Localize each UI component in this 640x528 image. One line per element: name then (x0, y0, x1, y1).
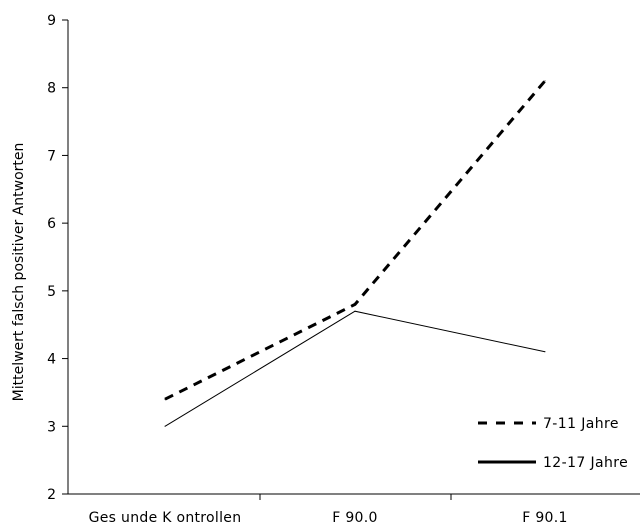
series-layer (164, 79, 547, 427)
y-tick-label: 7 (47, 148, 56, 164)
data-point (544, 80, 546, 82)
legend-label: 12-17 Jahre (543, 455, 628, 471)
series-line-7-11 (164, 79, 547, 401)
y-ticks: 2 3 4 5 6 7 8 9 (47, 13, 68, 503)
data-point (164, 398, 166, 400)
y-tick-label: 5 (47, 284, 56, 300)
series-line-12-17 (164, 310, 546, 427)
data-point (354, 303, 356, 305)
x-ticks: Ges unde K ontrollen F 90.0 F 90.1 (89, 494, 567, 526)
y-tick-label: 2 (47, 487, 56, 503)
x-category-label: F 90.1 (522, 510, 567, 526)
x-category-label: Ges unde K ontrollen (89, 510, 242, 526)
data-point (164, 425, 166, 427)
legend-label: 7-11 Jahre (543, 416, 619, 432)
y-tick-label: 6 (47, 216, 56, 232)
x-category-label: F 90.0 (332, 510, 377, 526)
axes (67, 20, 640, 495)
y-tick-label: 4 (47, 352, 56, 368)
data-point (544, 351, 546, 353)
legend: 7-11 Jahre 12-17 Jahre (478, 416, 628, 471)
y-axis-title: Mittelwert falsch positiver Antworten (11, 143, 27, 402)
y-tick-label: 9 (47, 13, 56, 29)
y-tick-label: 8 (47, 81, 56, 97)
y-tick-label: 3 (47, 419, 56, 435)
data-point (354, 310, 356, 312)
